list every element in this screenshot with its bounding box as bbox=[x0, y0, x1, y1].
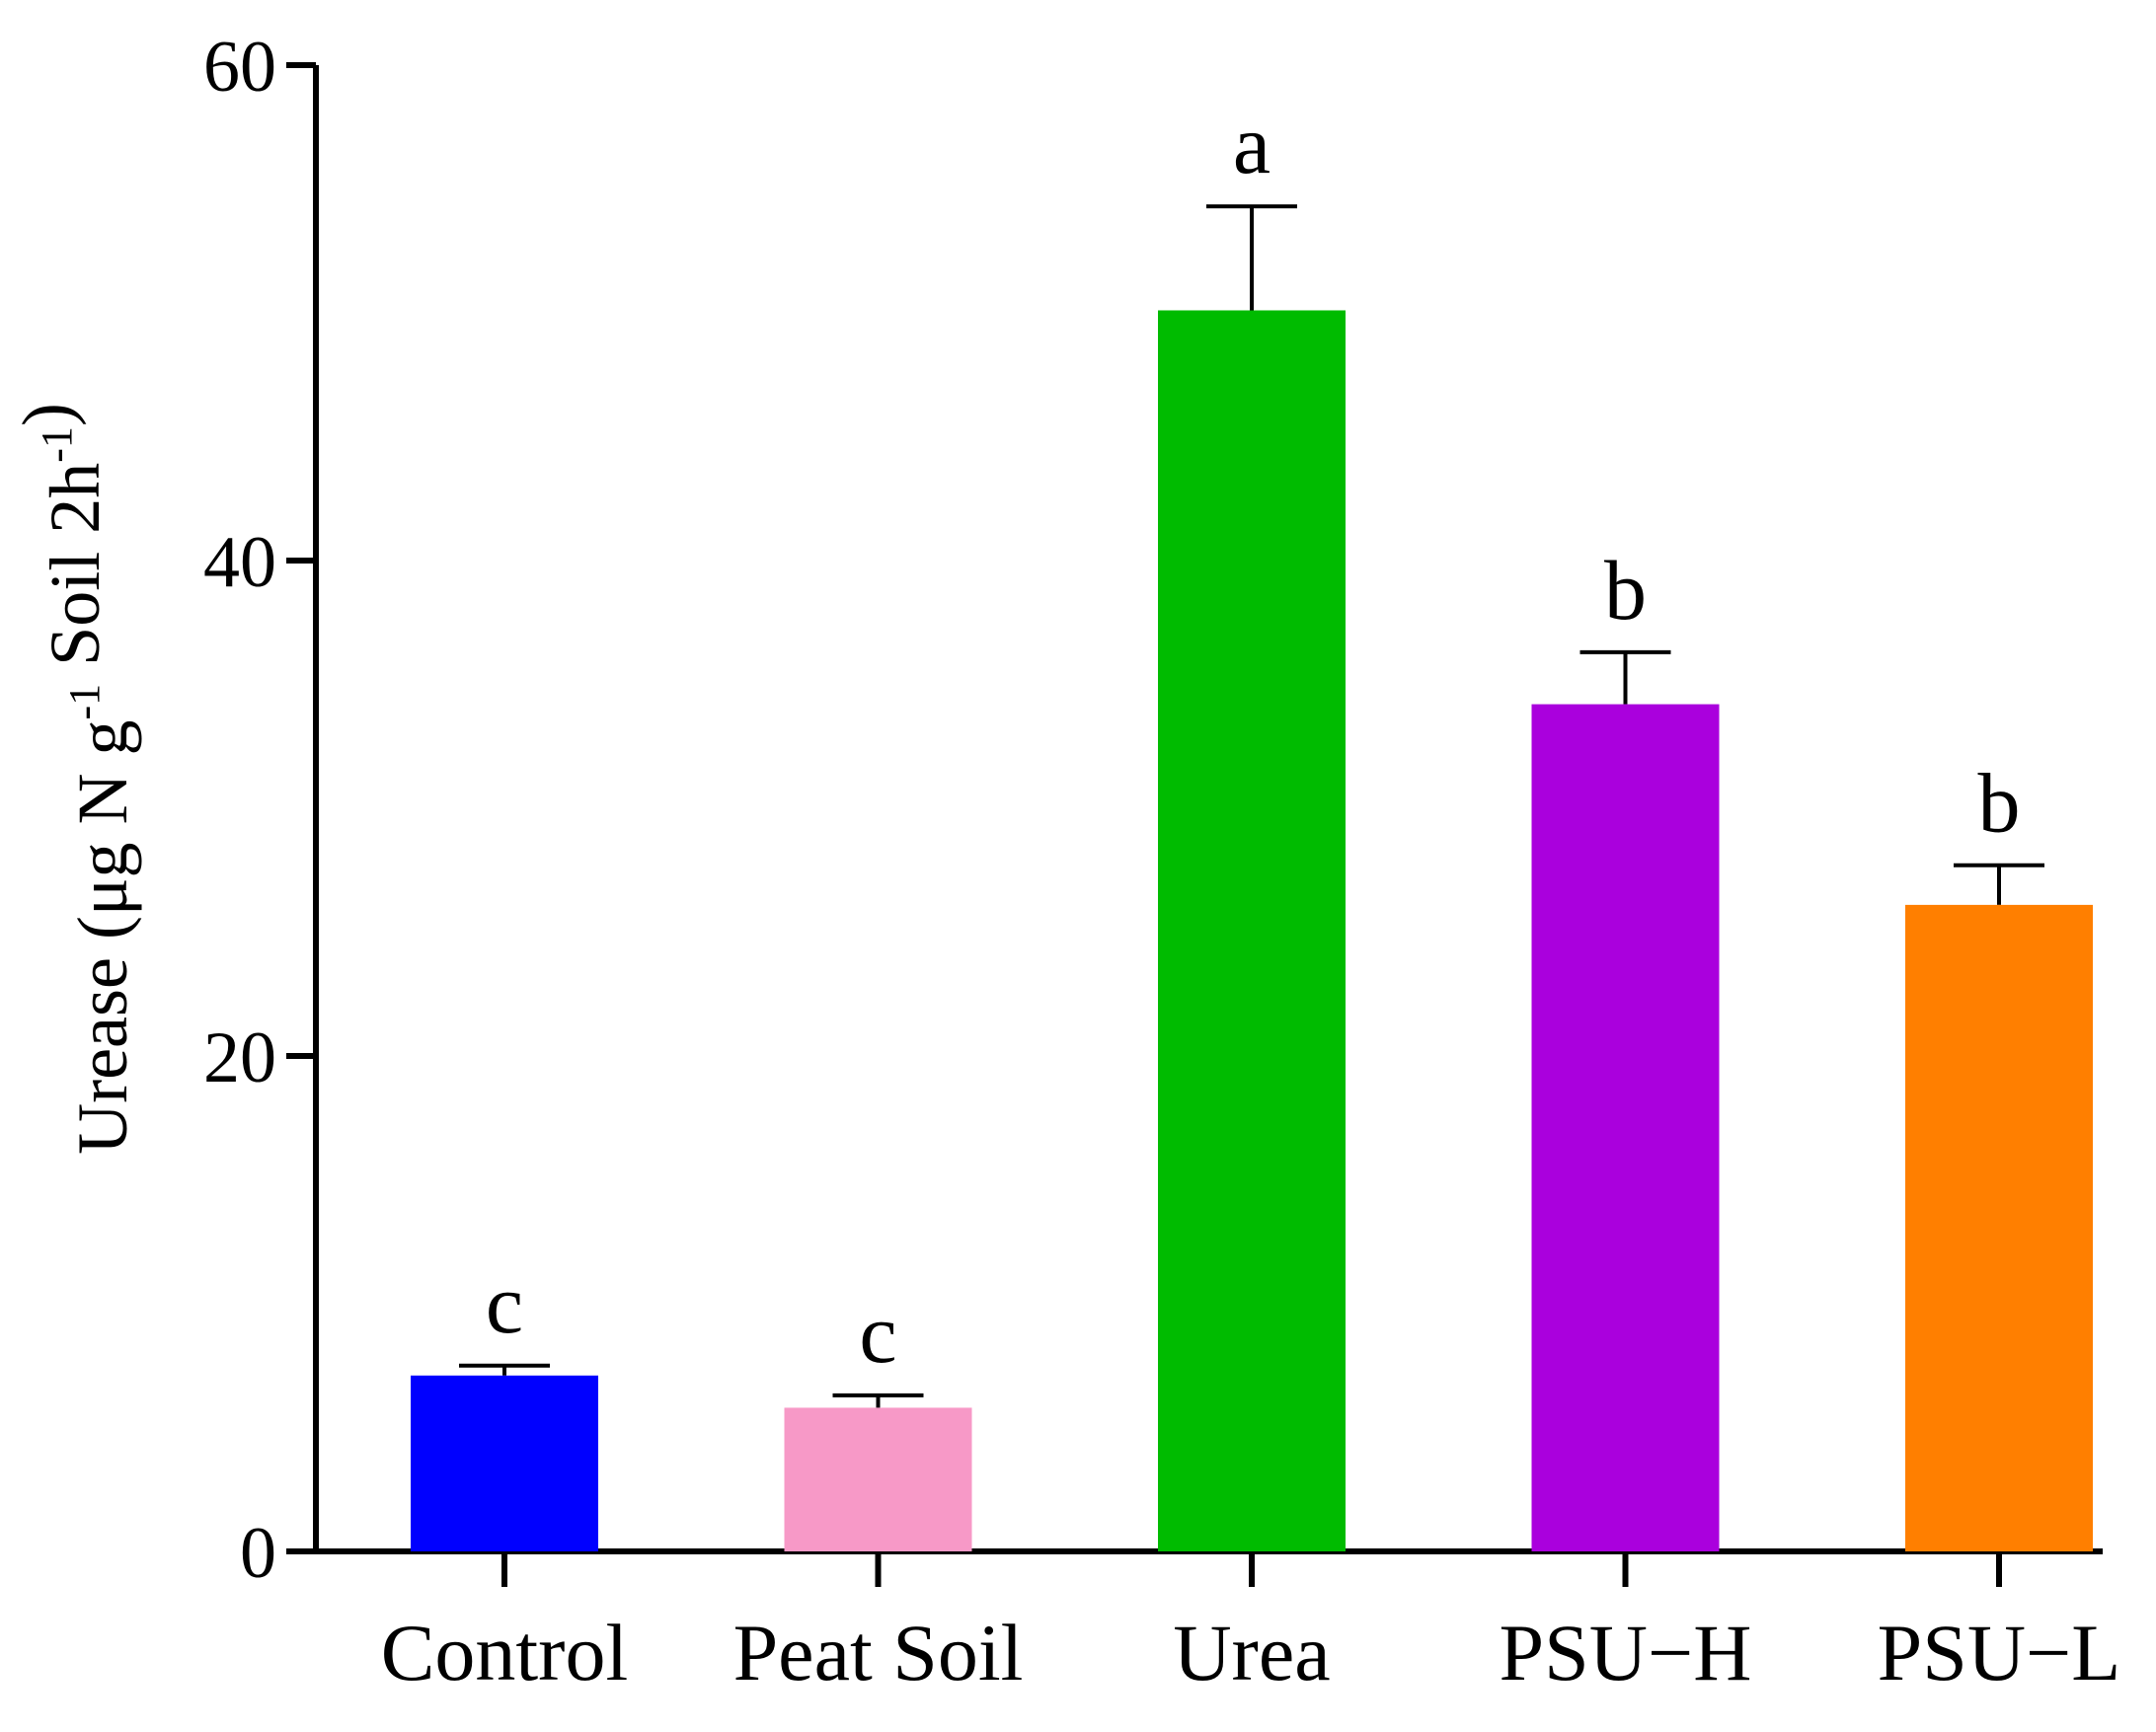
significance-letter-3: a bbox=[1233, 97, 1270, 191]
bar-2 bbox=[784, 1407, 972, 1551]
x-tick-label-1: Control bbox=[381, 1608, 629, 1697]
y-axis-title-text: Soil 2h bbox=[36, 463, 115, 684]
y-axis-title-superscript: -1 bbox=[60, 684, 109, 720]
bars-layer bbox=[411, 204, 2093, 1551]
x-tick-label-5: PSU−L bbox=[1878, 1608, 2121, 1697]
significance-letter-2: c bbox=[859, 1286, 896, 1381]
y-tick-label: 20 bbox=[203, 1017, 276, 1098]
y-axis-title: Urease (μg N g-1 Soil 2h-1) bbox=[8, 403, 142, 1155]
y-tick-label: 40 bbox=[203, 522, 276, 603]
x-tick-label-3: Urea bbox=[1173, 1608, 1330, 1697]
x-tick-label-4: PSU−H bbox=[1500, 1608, 1752, 1697]
y-axis-title-text: Urease (μg N g bbox=[63, 719, 142, 1154]
y-tick-label: 60 bbox=[203, 27, 276, 108]
bar-1 bbox=[411, 1375, 598, 1551]
significance-letter-1: c bbox=[486, 1256, 523, 1351]
x-tick-label-2: Peat Soil bbox=[733, 1608, 1024, 1697]
y-tick-label: 0 bbox=[240, 1513, 276, 1594]
y-axis-title-text: ) bbox=[8, 403, 87, 426]
y-axis-title-superscript: -1 bbox=[33, 426, 81, 463]
bar-3 bbox=[1158, 310, 1346, 1551]
bar-5 bbox=[1905, 904, 2093, 1551]
significance-letter-5: b bbox=[1978, 756, 2021, 851]
significance-letter-4: b bbox=[1604, 543, 1647, 638]
bar-4 bbox=[1531, 704, 1720, 1551]
